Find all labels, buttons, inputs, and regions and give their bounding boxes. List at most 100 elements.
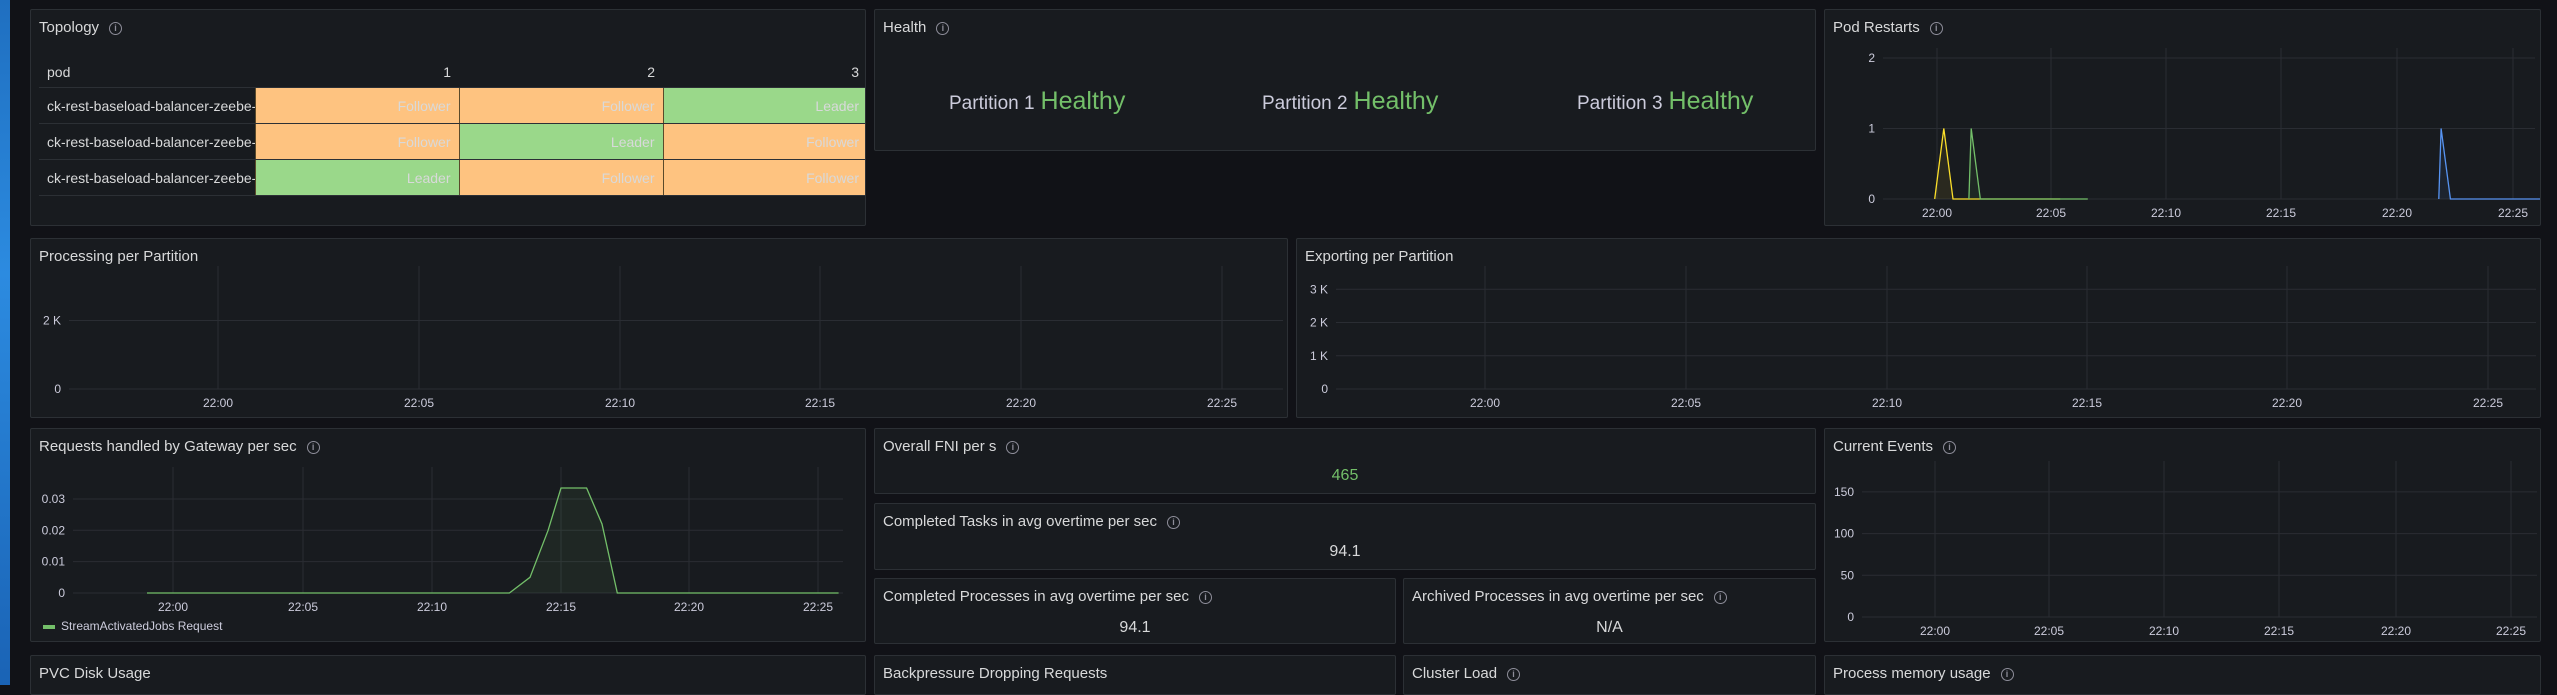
info-icon[interactable]: i bbox=[2000, 668, 2014, 681]
y-tick-label: 3 K bbox=[1310, 282, 1328, 296]
x-tick-label: 22:20 bbox=[1006, 396, 1036, 410]
y-tick-label: 0 bbox=[1868, 192, 1875, 206]
column-header-partition-3[interactable]: 3 bbox=[663, 57, 865, 88]
role-cell: Follower bbox=[254, 123, 459, 160]
process-memory-panel: Process memory usage i bbox=[1824, 655, 2541, 695]
x-tick-label: 22:10 bbox=[605, 396, 635, 410]
x-tick-label: 22:25 bbox=[2498, 206, 2528, 220]
x-tick-label: 22:05 bbox=[404, 396, 434, 410]
processing-chart[interactable]: 22:00 22:05 22:10 22:15 22:20 22:25 0 2 K bbox=[31, 239, 1288, 418]
panel-title: Health i bbox=[883, 19, 950, 36]
y-tick-label: 50 bbox=[1841, 568, 1855, 582]
x-tick-label: 22:00 bbox=[203, 396, 233, 410]
chart-layer: 22:00 22:05 22:10 22:15 22:20 22:25 0 50 100 150 bbox=[1834, 461, 2537, 638]
health-status: Healthy bbox=[1353, 87, 1439, 115]
table-header-row: pod 1 2 3 bbox=[39, 57, 865, 88]
gateway-chart[interactable]: 22:00 22:05 22:10 22:15 22:20 22:25 0 0.01 0.02 0… bbox=[31, 429, 866, 642]
series-area bbox=[1968, 128, 2088, 199]
panel-title: Processing per Partition bbox=[39, 248, 199, 265]
completed-tasks-value: 94.1 bbox=[1329, 543, 1361, 560]
x-tick-label: 22:15 bbox=[2264, 624, 2294, 638]
role-cell: Leader bbox=[662, 87, 865, 124]
y-tick-label: 0 bbox=[1847, 610, 1854, 624]
chart-layer: 22:00 22:05 22:10 22:15 22:20 22:25 0 0.01 0.02 0… bbox=[42, 467, 843, 614]
pod-restarts-chart[interactable]: 22:00 22:05 22:10 22:15 22:20 22:25 0 1 2 bbox=[1825, 10, 2541, 226]
info-icon[interactable]: i bbox=[1713, 591, 1727, 604]
table-row: ck-rest-baseload-balancer-zeebe-0 Follow… bbox=[39, 87, 865, 124]
y-tick-label: 1 bbox=[1868, 122, 1875, 136]
info-icon[interactable]: i bbox=[1929, 22, 1943, 35]
panel-title: Topology i bbox=[39, 19, 123, 36]
y-tick-label: 2 K bbox=[43, 314, 61, 328]
info-icon[interactable]: i bbox=[1006, 441, 1020, 454]
x-tick-label: 22:05 bbox=[1671, 396, 1701, 410]
column-header-partition-2[interactable]: 2 bbox=[459, 57, 663, 88]
chart-layer: 22:00 22:05 22:10 22:15 22:20 22:25 0 1 K 2 K 3 K bbox=[1310, 266, 2536, 410]
x-tick-label: 22:00 bbox=[158, 600, 188, 614]
y-tick-label: 2 K bbox=[1310, 316, 1328, 330]
x-tick-label: 22:25 bbox=[2496, 624, 2526, 638]
info-icon[interactable]: i bbox=[109, 22, 123, 35]
pvc-disk-usage-panel: PVC Disk Usage bbox=[30, 655, 866, 695]
legend-item[interactable]: StreamActivatedJobs Request bbox=[43, 619, 222, 633]
info-icon[interactable]: i bbox=[1507, 668, 1521, 681]
info-icon[interactable]: i bbox=[1943, 441, 1957, 454]
series-line bbox=[2438, 128, 2540, 200]
x-tick-label: 22:25 bbox=[2473, 396, 2503, 410]
x-tick-label: 22:00 bbox=[1920, 624, 1950, 638]
y-tick-label: 0.02 bbox=[42, 523, 66, 537]
series-line bbox=[1934, 128, 2061, 200]
x-tick-label: 22:15 bbox=[546, 600, 576, 614]
panel-title: Completed Processes in avg overtime per … bbox=[883, 588, 1212, 605]
pod-name: ck-rest-baseload-balancer-zeebe-2 bbox=[39, 159, 255, 196]
x-tick-label: 22:10 bbox=[1872, 396, 1902, 410]
health-panel: Health i Partition 1 Healthy Partition 2 He… bbox=[874, 9, 1816, 151]
x-tick-label: 22:00 bbox=[1470, 396, 1500, 410]
current-events-panel: Current Events i 22:00 22:05 22:10 22:15 22:2… bbox=[1824, 428, 2541, 642]
x-tick-label: 22:20 bbox=[2272, 396, 2302, 410]
gateway-panel: Requests handled by Gateway per sec i 22:… bbox=[30, 428, 866, 642]
x-tick-label: 22:20 bbox=[2381, 624, 2411, 638]
x-tick-label: 22:15 bbox=[805, 396, 835, 410]
exporting-chart[interactable]: 22:00 22:05 22:10 22:15 22:20 22:25 0 1 K 2 K 3 K bbox=[1297, 239, 2541, 418]
role-cell: Follower bbox=[662, 159, 865, 196]
x-tick-label: 22:10 bbox=[2149, 624, 2179, 638]
backpressure-panel: Backpressure Dropping Requests bbox=[874, 655, 1396, 695]
current-events-chart[interactable]: 22:00 22:05 22:10 22:15 22:20 22:25 0 50 100 150 bbox=[1825, 429, 2541, 642]
completed-tasks-panel: Completed Tasks in avg overtime per sec i… bbox=[874, 503, 1816, 570]
info-icon[interactable]: i bbox=[1198, 591, 1212, 604]
fni-value: 465 bbox=[1331, 467, 1359, 484]
role-cell: Follower bbox=[458, 159, 663, 196]
info-icon[interactable]: i bbox=[306, 441, 320, 454]
info-icon[interactable]: i bbox=[1167, 516, 1181, 529]
x-tick-label: 22:05 bbox=[2034, 624, 2064, 638]
panel-title: Pod Restarts i bbox=[1833, 19, 1943, 36]
partition-2-health: Partition 2 Healthy bbox=[1262, 87, 1439, 115]
archived-processes-panel: Archived Processes in avg overtime per s… bbox=[1403, 578, 1816, 644]
panel-title: Backpressure Dropping Requests bbox=[883, 665, 1108, 682]
x-tick-label: 22:20 bbox=[2382, 206, 2412, 220]
info-icon[interactable]: i bbox=[936, 22, 950, 35]
partition-1-health: Partition 1 Healthy bbox=[949, 87, 1126, 115]
y-tick-label: 0 bbox=[1321, 382, 1328, 396]
panel-title: PVC Disk Usage bbox=[39, 665, 151, 682]
chart-layer: 22:00 22:05 22:10 22:15 22:20 22:25 0 2 K bbox=[43, 266, 1283, 410]
role-cell: Leader bbox=[254, 159, 459, 196]
series-area bbox=[2438, 128, 2540, 199]
x-tick-label: 22:10 bbox=[417, 600, 447, 614]
topology-panel: Topology i pod 1 2 3 ck-rest-baseload-bal… bbox=[30, 9, 866, 226]
archived-processes-value: N/A bbox=[1596, 619, 1623, 636]
role-cell: Follower bbox=[662, 123, 865, 160]
panel-title: Cluster Load i bbox=[1412, 665, 1521, 682]
y-tick-label: 0 bbox=[54, 382, 61, 396]
topology-table: pod 1 2 3 ck-rest-baseload-balancer-zeeb… bbox=[39, 57, 865, 196]
panel-title: Requests handled by Gateway per sec i bbox=[39, 438, 320, 455]
panel-title: Exporting per Partition bbox=[1305, 248, 1454, 265]
column-header-partition-1[interactable]: 1 bbox=[255, 57, 459, 88]
x-tick-label: 22:15 bbox=[2266, 206, 2296, 220]
x-tick-label: 22:05 bbox=[288, 600, 318, 614]
column-header-pod[interactable]: pod bbox=[39, 57, 255, 88]
desktop-background bbox=[0, 0, 10, 685]
y-tick-label: 0.03 bbox=[42, 492, 66, 506]
